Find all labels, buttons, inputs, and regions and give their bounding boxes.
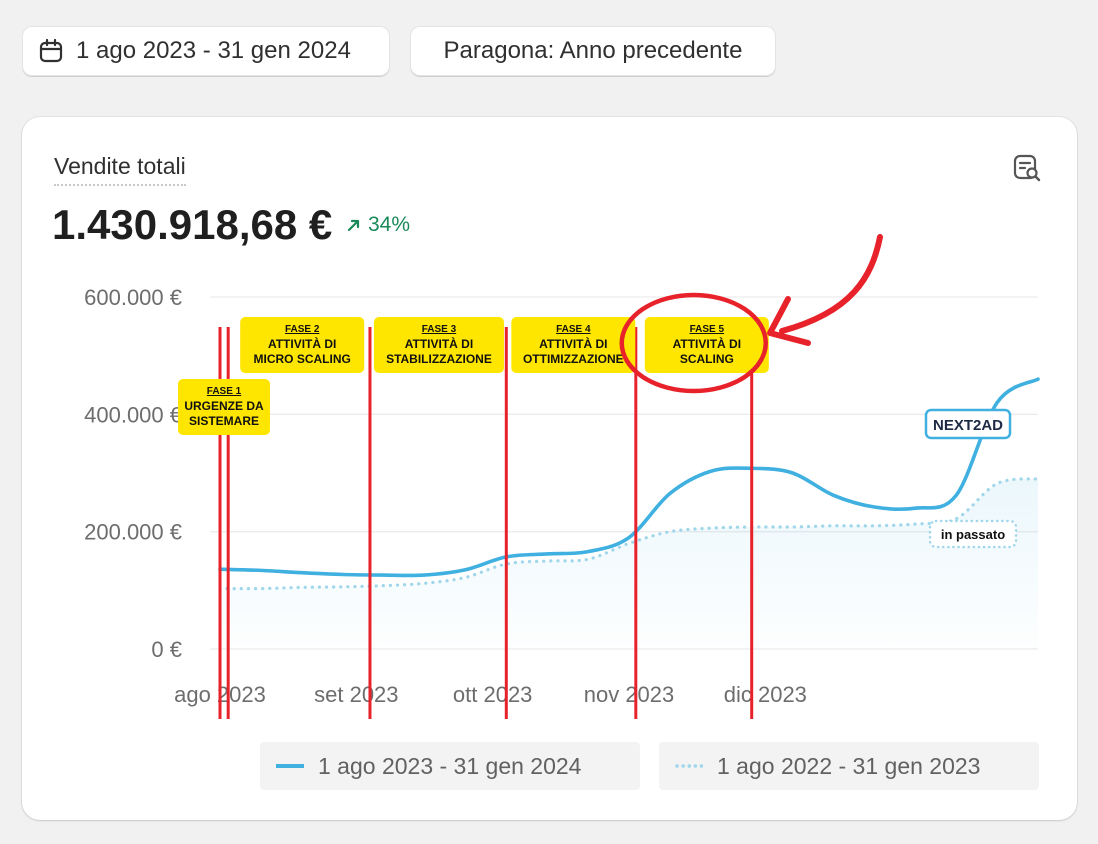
legend-item-current[interactable]: 1 ago 2023 - 31 gen 2024 bbox=[260, 742, 640, 790]
brand-logo-text: NEXT2AD bbox=[933, 417, 1003, 434]
sales-card: Vendite totali 1.430.918,68 € 34% 600.00… bbox=[22, 117, 1077, 820]
phase-title: FASE 4 bbox=[556, 324, 591, 335]
date-range-label: 1 ago 2023 - 31 gen 2024 bbox=[76, 37, 351, 64]
previous-tag-frame bbox=[928, 519, 1018, 549]
trend-up-icon bbox=[347, 219, 360, 232]
x-tick-label: set 2023 bbox=[314, 682, 398, 707]
phase-text-line: SCALING bbox=[680, 352, 734, 366]
phase-title: FASE 2 bbox=[285, 324, 320, 335]
phase-text-line: ATTIVITÀ DI bbox=[268, 336, 336, 351]
highlight-arrow-head bbox=[767, 296, 811, 346]
date-range-button[interactable]: 1 ago 2023 - 31 gen 2024 bbox=[22, 26, 390, 76]
calendar-icon bbox=[38, 38, 64, 64]
phase-label-box bbox=[644, 317, 769, 373]
report-icon[interactable] bbox=[1012, 153, 1042, 183]
legend-solid-swatch bbox=[276, 764, 304, 768]
phase-label-box bbox=[240, 317, 365, 373]
legend-dotted-swatch bbox=[675, 764, 703, 768]
y-tick-label: 0 € bbox=[151, 637, 182, 662]
metric-value: 1.430.918,68 € bbox=[52, 201, 333, 248]
x-tick-label: nov 2023 bbox=[584, 682, 675, 707]
highlight-arrow-shaft bbox=[779, 234, 883, 334]
phase-label-box bbox=[373, 317, 504, 373]
phase-title: FASE 1 bbox=[207, 386, 242, 397]
y-tick-label: 200.000 € bbox=[84, 520, 182, 545]
brand-logo: NEXT2AD bbox=[924, 408, 1012, 440]
phase-text-line: OTTIMIZZAZIONE bbox=[523, 352, 624, 366]
sales-chart: 600.000 €400.000 €200.000 €0 €ago 2023 se… bbox=[84, 234, 1040, 719]
x-tick-label: dic 2023 bbox=[724, 682, 807, 707]
delta-badge: 34% bbox=[346, 213, 410, 237]
phase-text-line: SISTEMARE bbox=[189, 414, 259, 428]
compare-button[interactable]: Paragona: Anno precedente bbox=[410, 26, 776, 76]
previous-tag: in passato bbox=[928, 519, 1018, 549]
previous-tag-text: in passato bbox=[941, 527, 1005, 542]
metric-title[interactable]: Vendite totali bbox=[54, 153, 186, 186]
legend-label-previous: 1 ago 2022 - 31 gen 2023 bbox=[717, 752, 981, 779]
phase-label-box bbox=[511, 317, 636, 373]
previous-series-line bbox=[218, 477, 1040, 591]
legend-label-current: 1 ago 2023 - 31 gen 2024 bbox=[318, 752, 582, 779]
delta-value: 34% bbox=[368, 213, 411, 236]
compare-label: Paragona: Anno precedente bbox=[443, 37, 743, 64]
legend-item-previous[interactable]: 1 ago 2022 - 31 gen 2023 bbox=[659, 742, 1039, 790]
brand-logo-frame bbox=[924, 408, 1012, 440]
y-tick-label: 400.000 € bbox=[84, 402, 182, 427]
phase-text-line: ATTIVITÀ DI bbox=[539, 336, 607, 351]
y-tick-label: 600.000 € bbox=[84, 285, 182, 310]
highlight-circle bbox=[619, 292, 769, 394]
previous-series-area bbox=[220, 478, 1038, 649]
phase-title: FASE 5 bbox=[690, 324, 725, 335]
phase-label-box bbox=[178, 379, 270, 435]
phase-text-line: STABILIZZAZIONE bbox=[386, 352, 492, 366]
phase-text-line: ATTIVITÀ DI bbox=[405, 336, 473, 351]
phase-text-line: ATTIVITÀ DI bbox=[673, 336, 741, 351]
phase-title: FASE 3 bbox=[422, 324, 457, 335]
x-tick-label: ott 2023 bbox=[453, 682, 533, 707]
phase-text-line: URGENZE DA bbox=[184, 399, 264, 413]
phase-text-line: MICRO SCALING bbox=[254, 352, 351, 366]
current-series-line bbox=[218, 377, 1040, 578]
